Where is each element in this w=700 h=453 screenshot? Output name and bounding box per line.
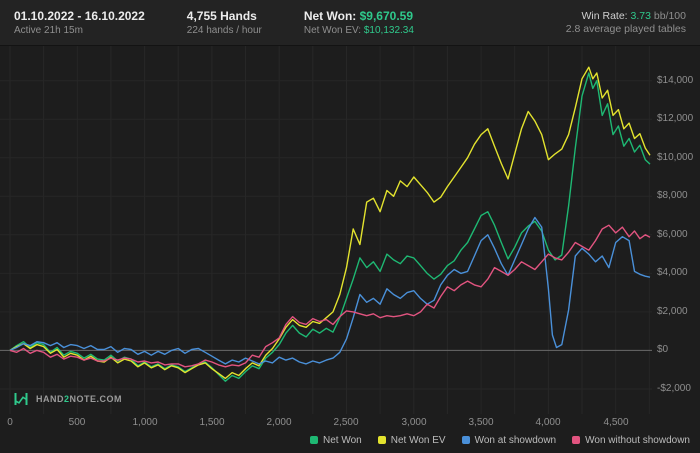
legend-item-won-at-showdown[interactable]: Won at showdown — [461, 434, 557, 446]
legend-label: Won without showdown — [585, 434, 690, 446]
legend-marker — [461, 436, 470, 444]
x-axis-label: 3,500 — [468, 417, 494, 428]
legend-marker — [572, 436, 581, 444]
y-axis-label: -$2,000 — [657, 383, 691, 394]
legend-marker — [377, 436, 386, 444]
net-won-group: Net Won: $9,670.59 Net Won EV: $10,132.3… — [304, 8, 414, 37]
series-line-net-won-ev — [9, 66, 651, 380]
win-rate-value: 3.73 — [630, 9, 651, 22]
hands-group: 4,755 Hands 224 hands / hour — [187, 8, 262, 37]
active-time: Active 21h 15m — [14, 25, 83, 36]
win-rate-label: Win Rate: — [581, 9, 628, 22]
legend-label: Won at showdown — [474, 434, 557, 446]
y-axis-label: $6,000 — [657, 229, 688, 240]
hands-count: 4,755 Hands — [186, 9, 257, 23]
y-axis-label: $12,000 — [657, 113, 694, 124]
y-axis-label: $8,000 — [657, 190, 688, 201]
win-rate-group: Win Rate: 3.73 bb/100 2.8 average played… — [566, 10, 686, 36]
x-axis: 0 500 1,000 1,500 2,000 2,500 3,000 3,500 4,000 4… — [0, 417, 652, 431]
hand2note-logo: HAND2NOTE.COM — [12, 390, 122, 408]
y-axis: -$2,000 $0 $2,000 $4,000 $6,000 $8,000 $10,000… — [652, 46, 700, 414]
stats-header: 01.10.2022 - 16.10.2022 Active 21h 15m 4… — [0, 0, 700, 46]
x-axis-label: 3,000 — [401, 417, 427, 428]
y-axis-label: $14,000 — [657, 75, 694, 86]
legend-item-net-won-ev[interactable]: Net Won EV — [377, 434, 446, 446]
net-won-ev-value: $10,132.34 — [363, 25, 414, 36]
legend-label: Net Won — [323, 434, 362, 446]
win-rate-unit: bb/100 — [653, 9, 686, 22]
chart-legend: Net Won Net Won EV Won at showdown Won with… — [310, 431, 690, 449]
net-won-value: $9,670.59 — [359, 9, 414, 23]
graph-canvas — [0, 46, 652, 414]
x-axis-label: 2,000 — [266, 417, 292, 428]
series-line-won-at-showdown — [9, 216, 651, 365]
hand2note-logo-text: HAND2NOTE.COM — [36, 394, 123, 404]
hands-per-hour: 224 hands / hour — [186, 25, 262, 36]
y-axis-label: $0 — [657, 344, 669, 355]
legend-item-won-without-showdown[interactable]: Won without showdown — [572, 435, 690, 446]
y-axis-label: $10,000 — [657, 152, 694, 163]
x-axis-label: 500 — [68, 417, 86, 428]
legend-item-net-won[interactable]: Net Won — [310, 435, 362, 446]
legend-marker — [310, 436, 319, 444]
hand2note-logo-icon — [14, 393, 28, 405]
x-axis-label: 1,000 — [132, 417, 158, 428]
y-axis-label: $2,000 — [657, 306, 688, 317]
x-axis-label: 4,000 — [535, 417, 561, 428]
y-axis-label: $4,000 — [657, 267, 688, 278]
x-axis-label: 2,500 — [333, 417, 359, 428]
net-won-ev-label: Net Won EV: — [303, 25, 362, 36]
series-line-won-without-showdown — [9, 224, 651, 368]
net-won-label: Net Won: — [303, 9, 357, 23]
x-axis-label: 1,500 — [199, 417, 225, 428]
legend-label: Net Won EV — [390, 434, 446, 446]
avg-tables: 2.8 average played tables — [565, 22, 686, 35]
winnings-graph — [0, 46, 652, 414]
date-range: 01.10.2022 - 16.10.2022 — [14, 9, 145, 23]
x-axis-label: 0 — [7, 417, 13, 428]
date-range-group: 01.10.2022 - 16.10.2022 Active 21h 15m — [14, 8, 145, 37]
x-axis-label: 4,500 — [603, 417, 629, 428]
